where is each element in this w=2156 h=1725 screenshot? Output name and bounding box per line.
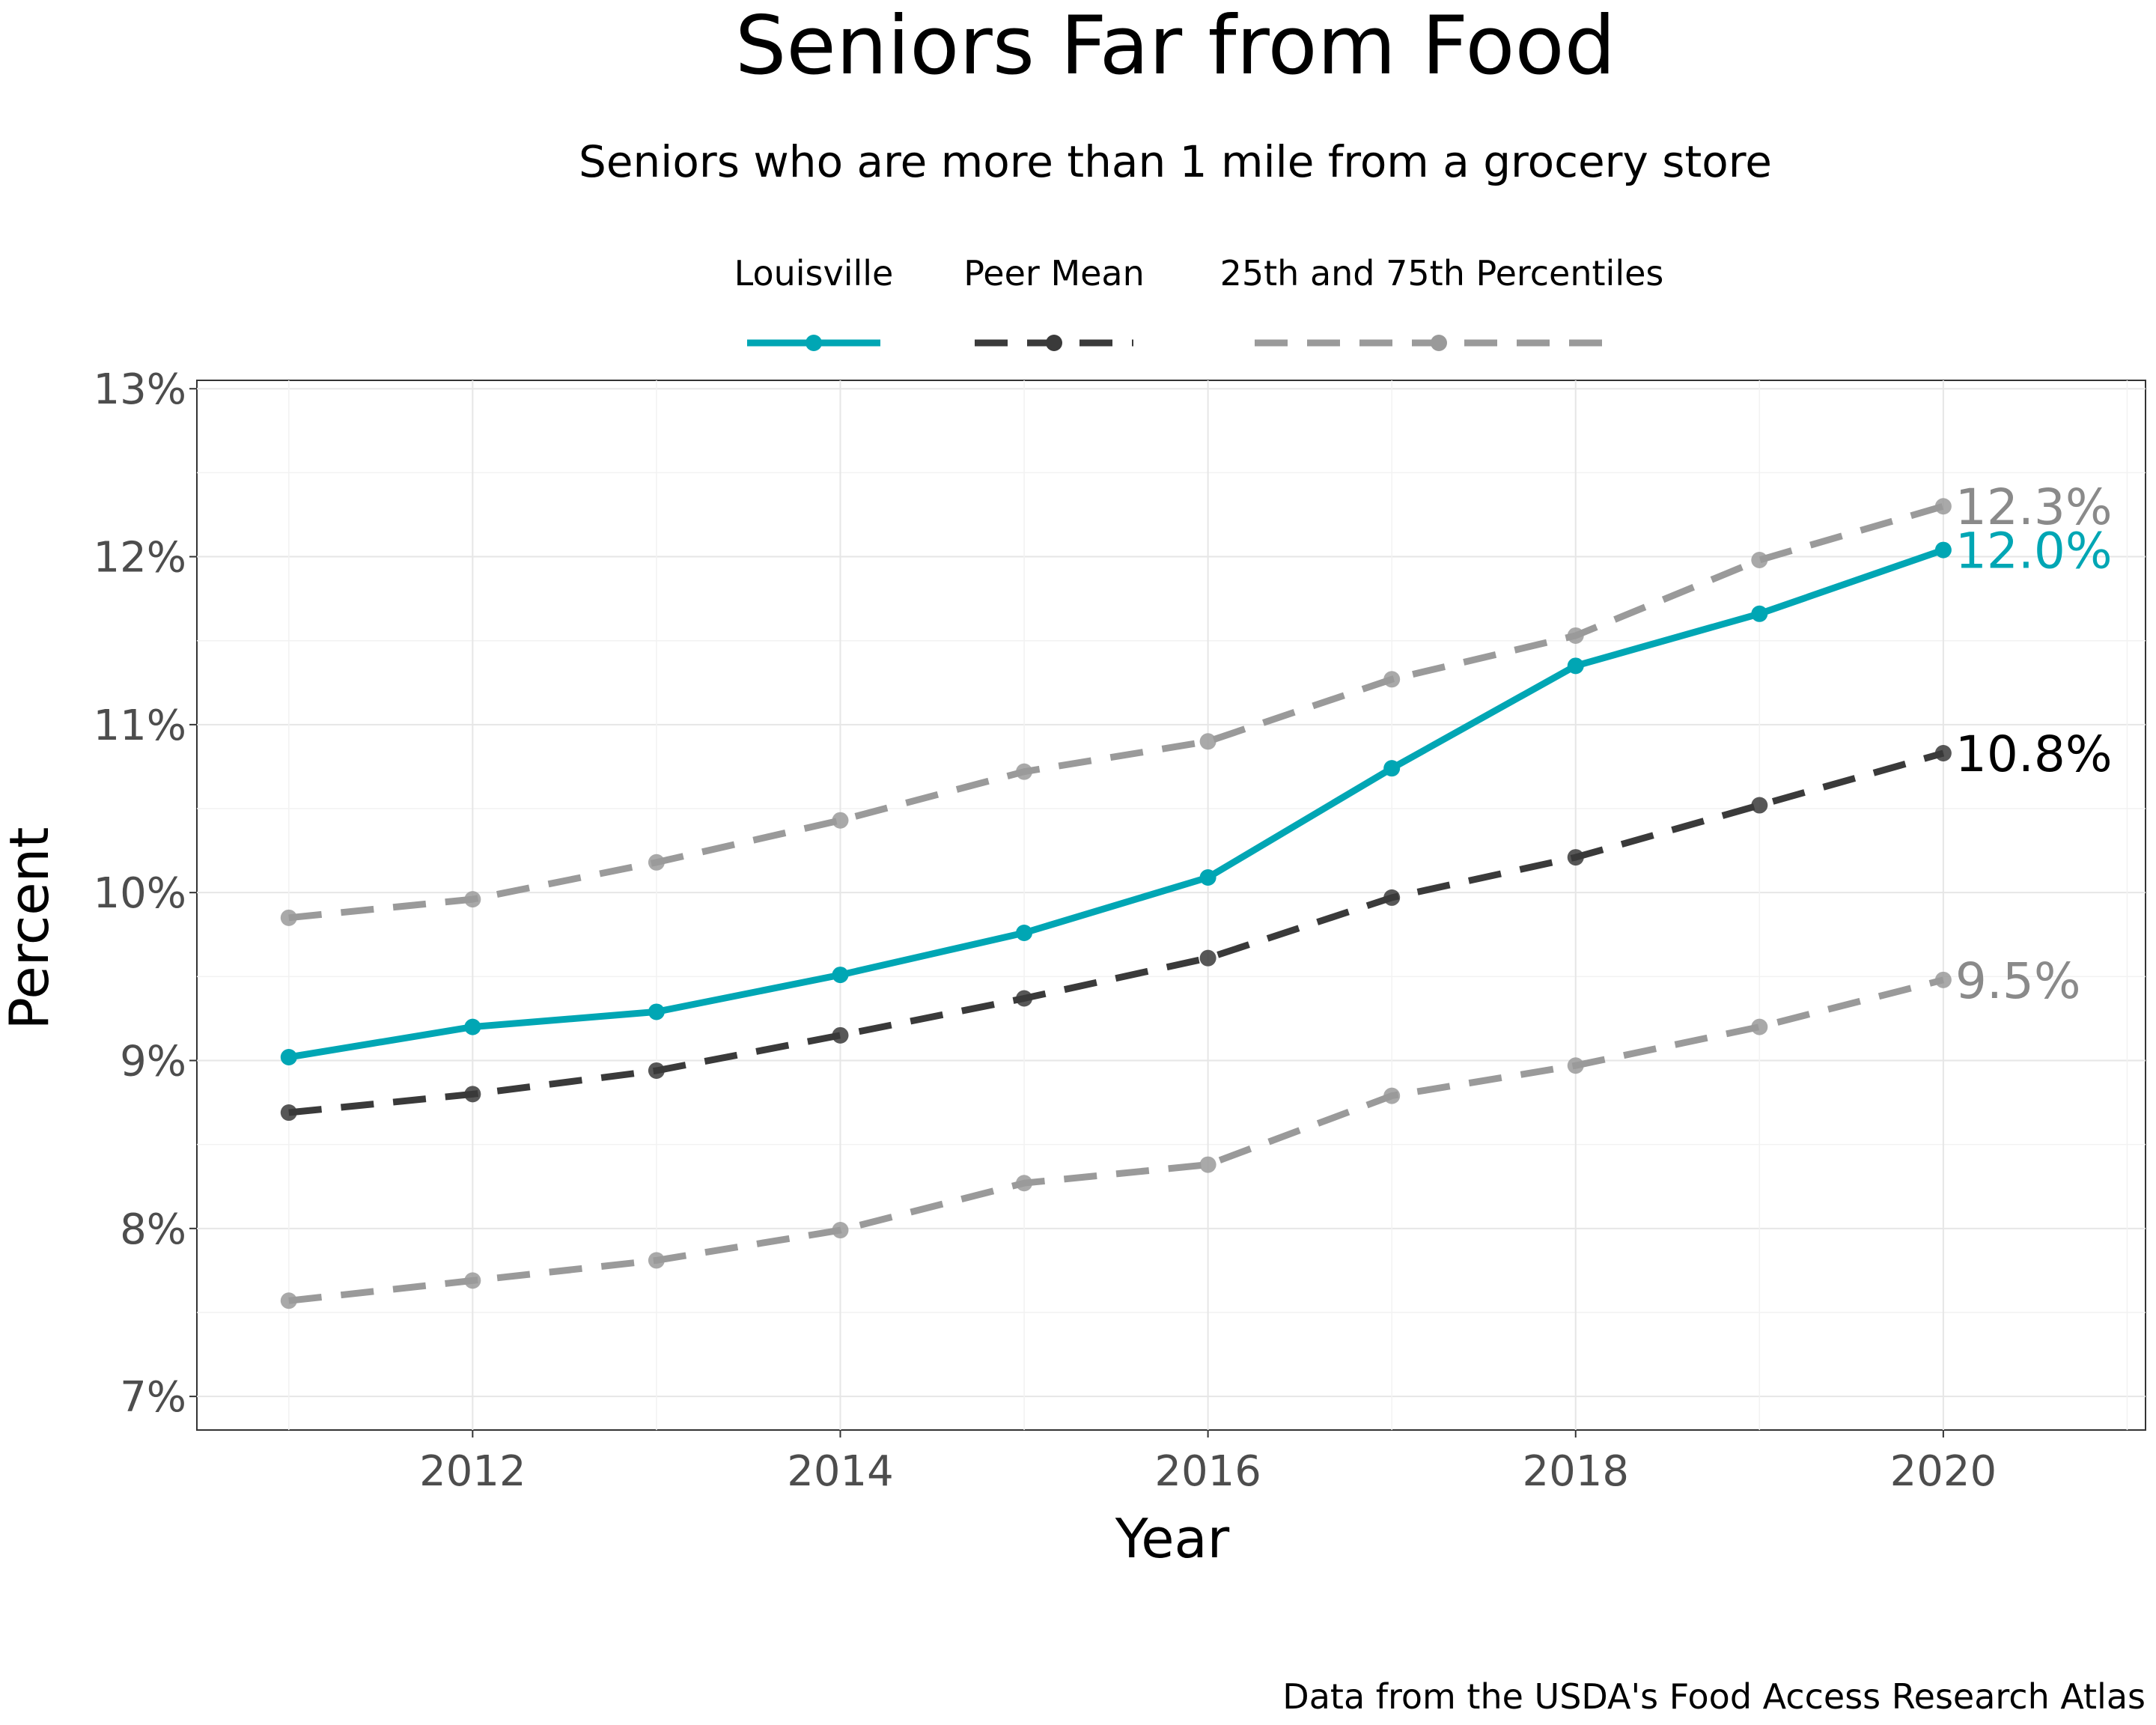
- data-point-peer-mean: [648, 1062, 665, 1079]
- x-tick-label: 2014: [787, 1447, 894, 1496]
- data-point-25th-and-75th-percentiles-75th: [1383, 671, 1401, 688]
- data-point-25th-and-75th-percentiles-75th: [1016, 763, 1033, 780]
- y-tick-label: 13%: [94, 365, 186, 414]
- data-point-25th-and-75th-percentiles-25th: [1383, 1087, 1401, 1104]
- series-line-louisville: [288, 547, 1945, 1061]
- data-point-25th-and-75th-percentiles-75th: [280, 909, 297, 926]
- end-value-label: 12.0%: [1955, 523, 2113, 580]
- plot-area: [196, 380, 2146, 1431]
- series-line-25th-and-75th-percentiles-75th: [288, 502, 1945, 922]
- data-point-25th-and-75th-percentiles-25th: [464, 1272, 481, 1289]
- end-value-label: 10.8%: [1955, 725, 2113, 783]
- data-point-25th-and-75th-percentiles-75th: [1934, 498, 1952, 515]
- data-point-25th-and-75th-percentiles-75th: [1751, 552, 1768, 569]
- data-point-peer-mean: [1751, 797, 1768, 814]
- series-line-25th-and-75th-percentiles-25th: [288, 976, 1945, 1304]
- data-point-peer-mean: [1383, 889, 1401, 906]
- series-layer: [280, 498, 1952, 1309]
- legend-label-percentiles: 25th and 75th Percentiles: [1220, 253, 1664, 293]
- legend-label-peer-mean: Peer Mean: [963, 253, 1145, 293]
- y-tick-label: 7%: [120, 1373, 186, 1422]
- data-point-peer-mean: [1199, 949, 1216, 967]
- x-axis-ticks: 2012 2014 2016 2018 2020: [419, 1430, 1997, 1496]
- y-tick-label: 12%: [94, 534, 186, 582]
- data-point-25th-and-75th-percentiles-25th: [1567, 1057, 1584, 1074]
- data-point-louisville: [832, 967, 849, 984]
- data-point-25th-and-75th-percentiles-25th: [280, 1292, 297, 1309]
- y-tick-label: 8%: [120, 1205, 186, 1254]
- x-tick-label: 2016: [1154, 1447, 1261, 1496]
- legend-key-louisville-marker: [806, 335, 822, 351]
- chart-title: Seniors Far from Food: [735, 0, 1616, 93]
- data-point-peer-mean: [280, 1104, 297, 1122]
- data-point-25th-and-75th-percentiles-25th: [648, 1252, 665, 1269]
- data-point-peer-mean: [832, 1026, 849, 1044]
- y-axis-title: Percent: [0, 827, 61, 1030]
- legend-key-percentiles-marker: [1431, 335, 1447, 351]
- x-tick-label: 2012: [419, 1447, 526, 1496]
- grid: [197, 380, 2146, 1430]
- end-value-label: 9.5%: [1955, 952, 2081, 1010]
- data-point-25th-and-75th-percentiles-75th: [1199, 733, 1216, 750]
- legend-key-peer-mean-marker: [1046, 335, 1062, 351]
- legend-label-louisville: Louisville: [734, 253, 894, 293]
- data-point-25th-and-75th-percentiles-25th: [1751, 1018, 1768, 1035]
- data-point-peer-mean: [1016, 990, 1033, 1007]
- data-point-louisville: [1934, 541, 1952, 559]
- data-point-25th-and-75th-percentiles-25th: [1016, 1175, 1033, 1192]
- y-tick-label: 10%: [94, 869, 186, 918]
- data-point-louisville: [1751, 605, 1768, 622]
- data-point-25th-and-75th-percentiles-25th: [1934, 971, 1952, 988]
- source-caption: Data from the USDA's Food Access Researc…: [1282, 1676, 2146, 1717]
- y-axis-ticks: 7% 8% 9% 10% 11% 12% 13%: [94, 365, 197, 1422]
- data-point-louisville: [464, 1018, 481, 1035]
- data-point-25th-and-75th-percentiles-25th: [832, 1222, 849, 1239]
- end-labels: 12.0% 10.8% 12.3% 9.5%: [1955, 478, 2113, 1010]
- data-point-peer-mean: [1567, 849, 1584, 866]
- chart-subtitle: Seniors who are more than 1 mile from a …: [579, 136, 1772, 187]
- data-point-25th-and-75th-percentiles-25th: [1199, 1156, 1216, 1173]
- legend: Louisville Peer Mean 25th and 75th Perce…: [734, 253, 1664, 351]
- x-axis-title: Year: [1115, 1507, 1230, 1570]
- data-point-25th-and-75th-percentiles-75th: [648, 854, 665, 871]
- series-line-peer-mean: [288, 749, 1945, 1116]
- data-point-louisville: [1383, 760, 1401, 777]
- data-point-peer-mean: [1934, 744, 1952, 761]
- data-point-louisville: [1016, 925, 1033, 942]
- x-tick-label: 2018: [1522, 1447, 1629, 1496]
- data-point-25th-and-75th-percentiles-75th: [1567, 627, 1584, 644]
- y-tick-label: 11%: [94, 702, 186, 750]
- data-point-louisville: [648, 1003, 665, 1020]
- x-tick-label: 2020: [1890, 1447, 1997, 1496]
- data-point-25th-and-75th-percentiles-75th: [832, 812, 849, 829]
- y-tick-label: 9%: [120, 1037, 186, 1086]
- data-point-louisville: [280, 1049, 297, 1066]
- plot-panel: [196, 380, 2146, 1431]
- end-value-label: 12.3%: [1955, 478, 2113, 536]
- data-point-louisville: [1567, 657, 1584, 675]
- data-point-louisville: [1199, 868, 1216, 886]
- data-point-25th-and-75th-percentiles-75th: [464, 891, 481, 908]
- data-point-peer-mean: [464, 1086, 481, 1103]
